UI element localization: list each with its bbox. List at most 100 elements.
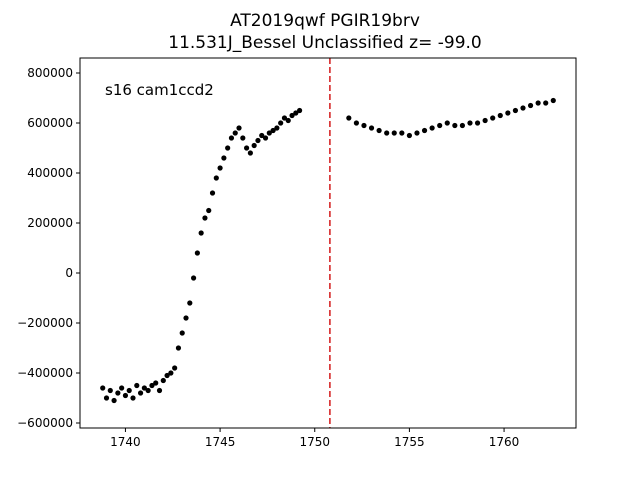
data-point	[130, 395, 136, 401]
data-point	[228, 135, 235, 141]
y-axis-ticks: −600000 −400000 −200000 0 200000 400000 600000…	[17, 66, 80, 430]
data-point	[274, 125, 280, 131]
data-point	[262, 135, 269, 141]
data-point	[459, 122, 466, 129]
data-point	[384, 130, 390, 136]
x-tick-label: 1750	[299, 435, 330, 449]
data-point	[543, 100, 549, 106]
data-point	[368, 125, 375, 131]
data-point	[145, 387, 151, 394]
data-point	[149, 382, 155, 389]
data-point	[141, 385, 147, 391]
y-tick-label: −200000	[17, 316, 73, 330]
data-point	[474, 120, 481, 126]
data-point	[209, 190, 216, 196]
y-tick-label: 800000	[27, 66, 73, 80]
data-point	[512, 107, 519, 114]
data-point	[103, 395, 110, 401]
x-tick-label: 1740	[110, 435, 141, 449]
data-point	[505, 110, 511, 116]
data-point	[467, 120, 473, 126]
data-point	[179, 330, 185, 336]
data-point	[107, 387, 113, 394]
y-tick-label: 0	[65, 266, 73, 280]
data-point	[202, 215, 208, 221]
data-point	[247, 150, 253, 156]
data-point	[278, 120, 284, 126]
data-point	[115, 390, 121, 396]
data-point	[240, 135, 246, 141]
data-point	[221, 155, 227, 161]
data-point	[119, 385, 125, 391]
data-point	[437, 122, 443, 129]
data-point	[297, 107, 303, 114]
y-tick-label: 600000	[27, 116, 73, 130]
data-point	[266, 130, 272, 136]
data-point	[160, 377, 166, 384]
data-point	[213, 175, 219, 181]
data-point	[270, 127, 276, 134]
data-point	[444, 120, 450, 126]
data-point	[217, 165, 223, 171]
data-point	[482, 117, 488, 124]
chart-title: AT2019qwf PGIR19brv	[230, 11, 420, 31]
data-point	[134, 382, 140, 389]
data-point	[137, 390, 144, 396]
y-tick-label: 200000	[27, 216, 73, 230]
data-point	[353, 120, 359, 126]
data-point	[391, 130, 397, 136]
data-point	[293, 110, 299, 116]
data-point	[236, 125, 242, 131]
data-point	[251, 142, 257, 149]
data-point	[194, 250, 200, 256]
data-point	[190, 275, 197, 281]
data-points	[100, 97, 556, 404]
y-tick-label: −400000	[17, 366, 73, 380]
data-point	[100, 385, 106, 391]
data-point	[175, 345, 182, 351]
data-point	[122, 392, 129, 399]
data-point	[414, 130, 420, 136]
data-point	[452, 122, 458, 129]
data-point	[243, 145, 250, 151]
data-point	[172, 365, 178, 371]
data-point	[346, 115, 352, 121]
data-point	[285, 117, 291, 124]
x-axis-ticks: 1740 1745 1750 1755 1760	[110, 428, 519, 449]
data-point	[527, 102, 534, 109]
data-point	[187, 300, 193, 306]
data-point	[429, 125, 435, 131]
y-tick-label: −600000	[17, 416, 73, 430]
data-point	[399, 130, 405, 136]
data-point	[111, 397, 117, 404]
data-point	[550, 97, 556, 104]
data-point	[198, 230, 204, 236]
data-point	[535, 100, 541, 106]
y-tick-label: 400000	[27, 166, 73, 180]
data-point	[232, 130, 238, 136]
x-tick-label: 1745	[205, 435, 236, 449]
data-point	[259, 132, 265, 139]
data-point	[255, 137, 261, 144]
data-point	[376, 127, 382, 134]
data-point	[497, 112, 503, 119]
plot-frame	[79, 57, 577, 429]
data-point	[156, 387, 163, 394]
data-point	[153, 380, 159, 386]
x-tick-label: 1755	[394, 435, 425, 449]
data-point	[289, 112, 295, 119]
data-point	[490, 115, 496, 121]
data-point	[225, 145, 231, 151]
data-point	[183, 315, 189, 321]
data-point	[126, 387, 132, 394]
data-point	[206, 207, 212, 214]
chart-annotation: s16 cam1ccd2	[105, 81, 214, 99]
x-tick-label: 1760	[489, 435, 520, 449]
data-point	[361, 122, 367, 129]
chart-subtitle: 11.531J_Bessel Unclassified z= -99.0	[168, 33, 481, 53]
data-point	[421, 127, 428, 134]
data-point	[164, 372, 170, 379]
data-point	[520, 105, 526, 111]
data-point	[406, 132, 413, 139]
